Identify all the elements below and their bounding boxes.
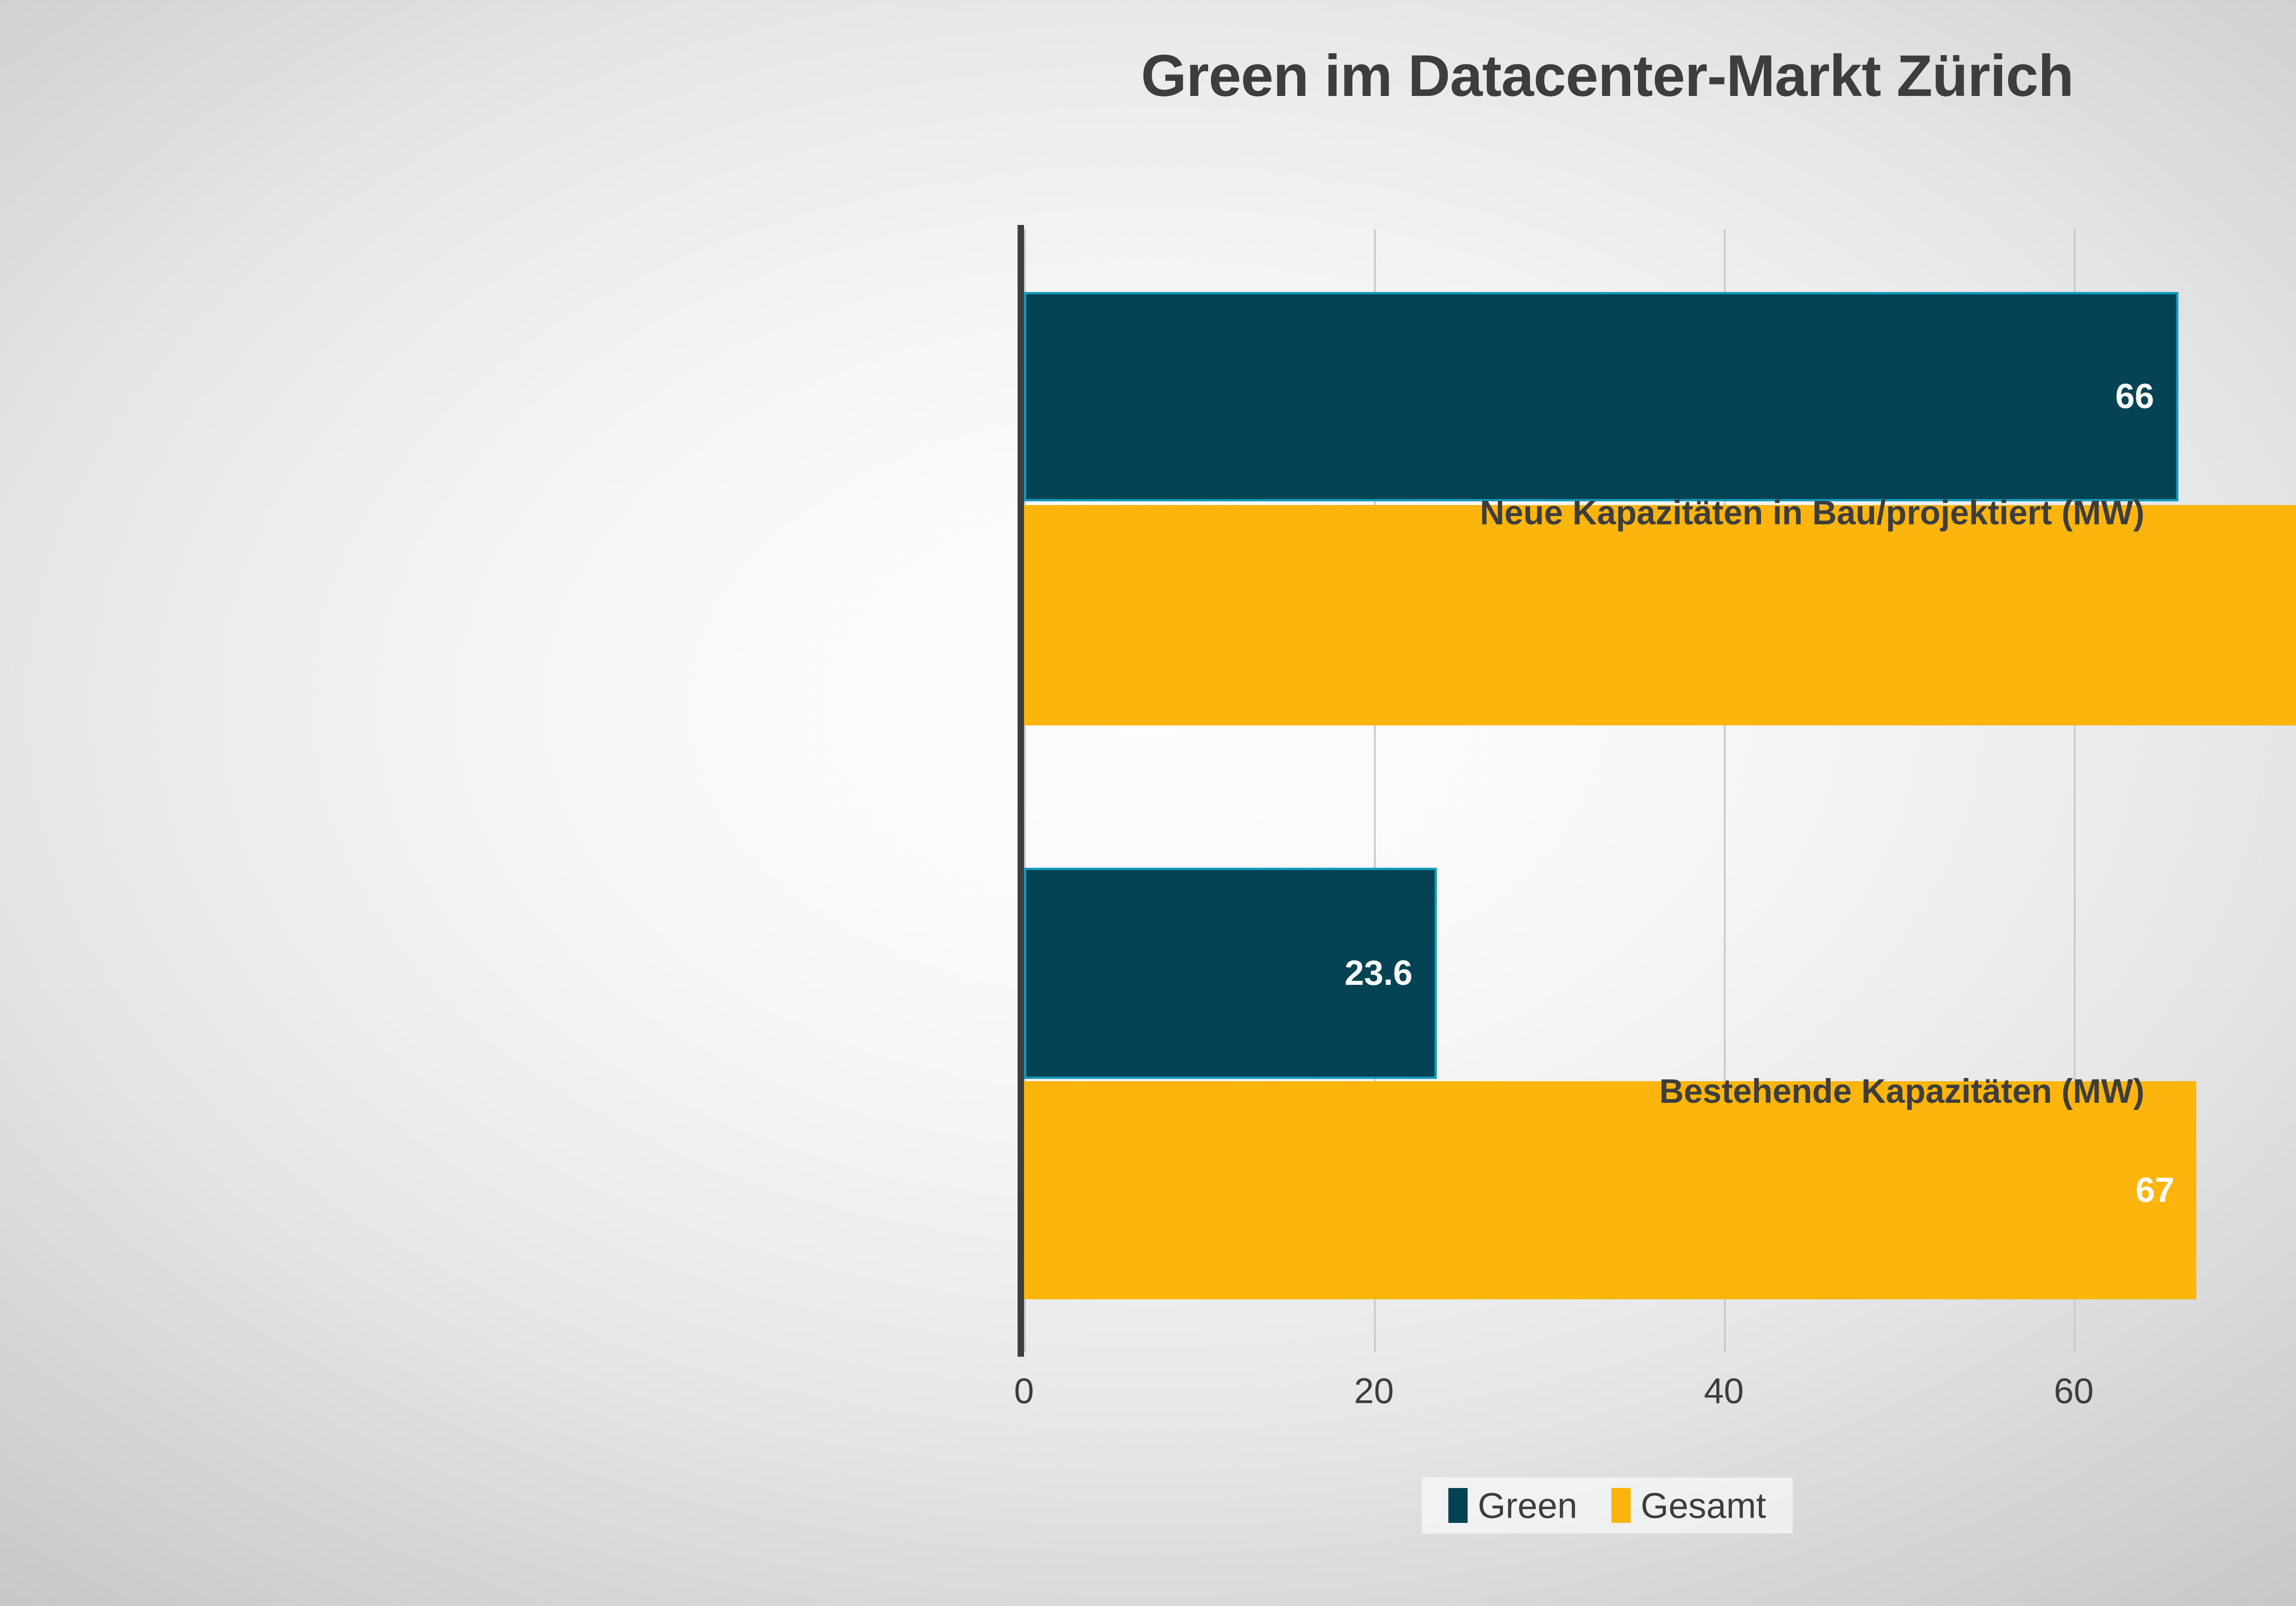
xtick-label-40: 40 bbox=[1704, 1370, 1744, 1411]
xtick-label-0: 0 bbox=[1014, 1370, 1034, 1411]
bar-value-label: 23.6 bbox=[1345, 954, 1412, 993]
category-label-bestehende-kapazitaeten: Bestehende Kapazitäten (MW) bbox=[1659, 1072, 2144, 1110]
bar-green-neue-kapazitaeten[interactable]: 66 bbox=[1024, 292, 2178, 501]
chart-title: Green im Datacenter-Markt Zürich bbox=[1141, 43, 2074, 109]
bar-gesamt-bestehende-kapazitaeten[interactable]: 67 bbox=[1024, 1081, 2196, 1299]
legend-swatch-icon bbox=[1611, 1488, 1631, 1523]
category-label-neue-kapazitaeten: Neue Kapazitäten in Bau/projektiert (MW) bbox=[1480, 494, 2144, 532]
legend: Green Gesamt bbox=[1422, 1477, 1793, 1533]
bar-green-bestehende-kapazitaeten[interactable]: 23.6 bbox=[1024, 868, 1437, 1079]
legend-item-green[interactable]: Green bbox=[1448, 1488, 1577, 1523]
gridline-0 bbox=[1024, 230, 1026, 1352]
legend-label: Green bbox=[1478, 1485, 1577, 1526]
bar-value-label: 66 bbox=[2115, 377, 2154, 416]
bar-gesamt-neue-kapazitaeten[interactable]: 101 bbox=[1024, 505, 2296, 725]
xtick-label-20: 20 bbox=[1354, 1370, 1394, 1411]
y-axis-line bbox=[1018, 225, 1024, 1357]
gridline-20 bbox=[1374, 230, 1376, 1352]
legend-label: Gesamt bbox=[1640, 1485, 1766, 1526]
gridline-60 bbox=[2074, 230, 2076, 1352]
legend-item-gesamt[interactable]: Gesamt bbox=[1611, 1488, 1766, 1523]
xtick-label-60: 60 bbox=[2054, 1370, 2094, 1411]
legend-swatch-icon bbox=[1448, 1488, 1468, 1523]
bar-value-label: 67 bbox=[2135, 1170, 2174, 1210]
plot-area: 66 101 23.6 67 bbox=[1018, 225, 2296, 1357]
gridline-40 bbox=[1724, 230, 1726, 1352]
